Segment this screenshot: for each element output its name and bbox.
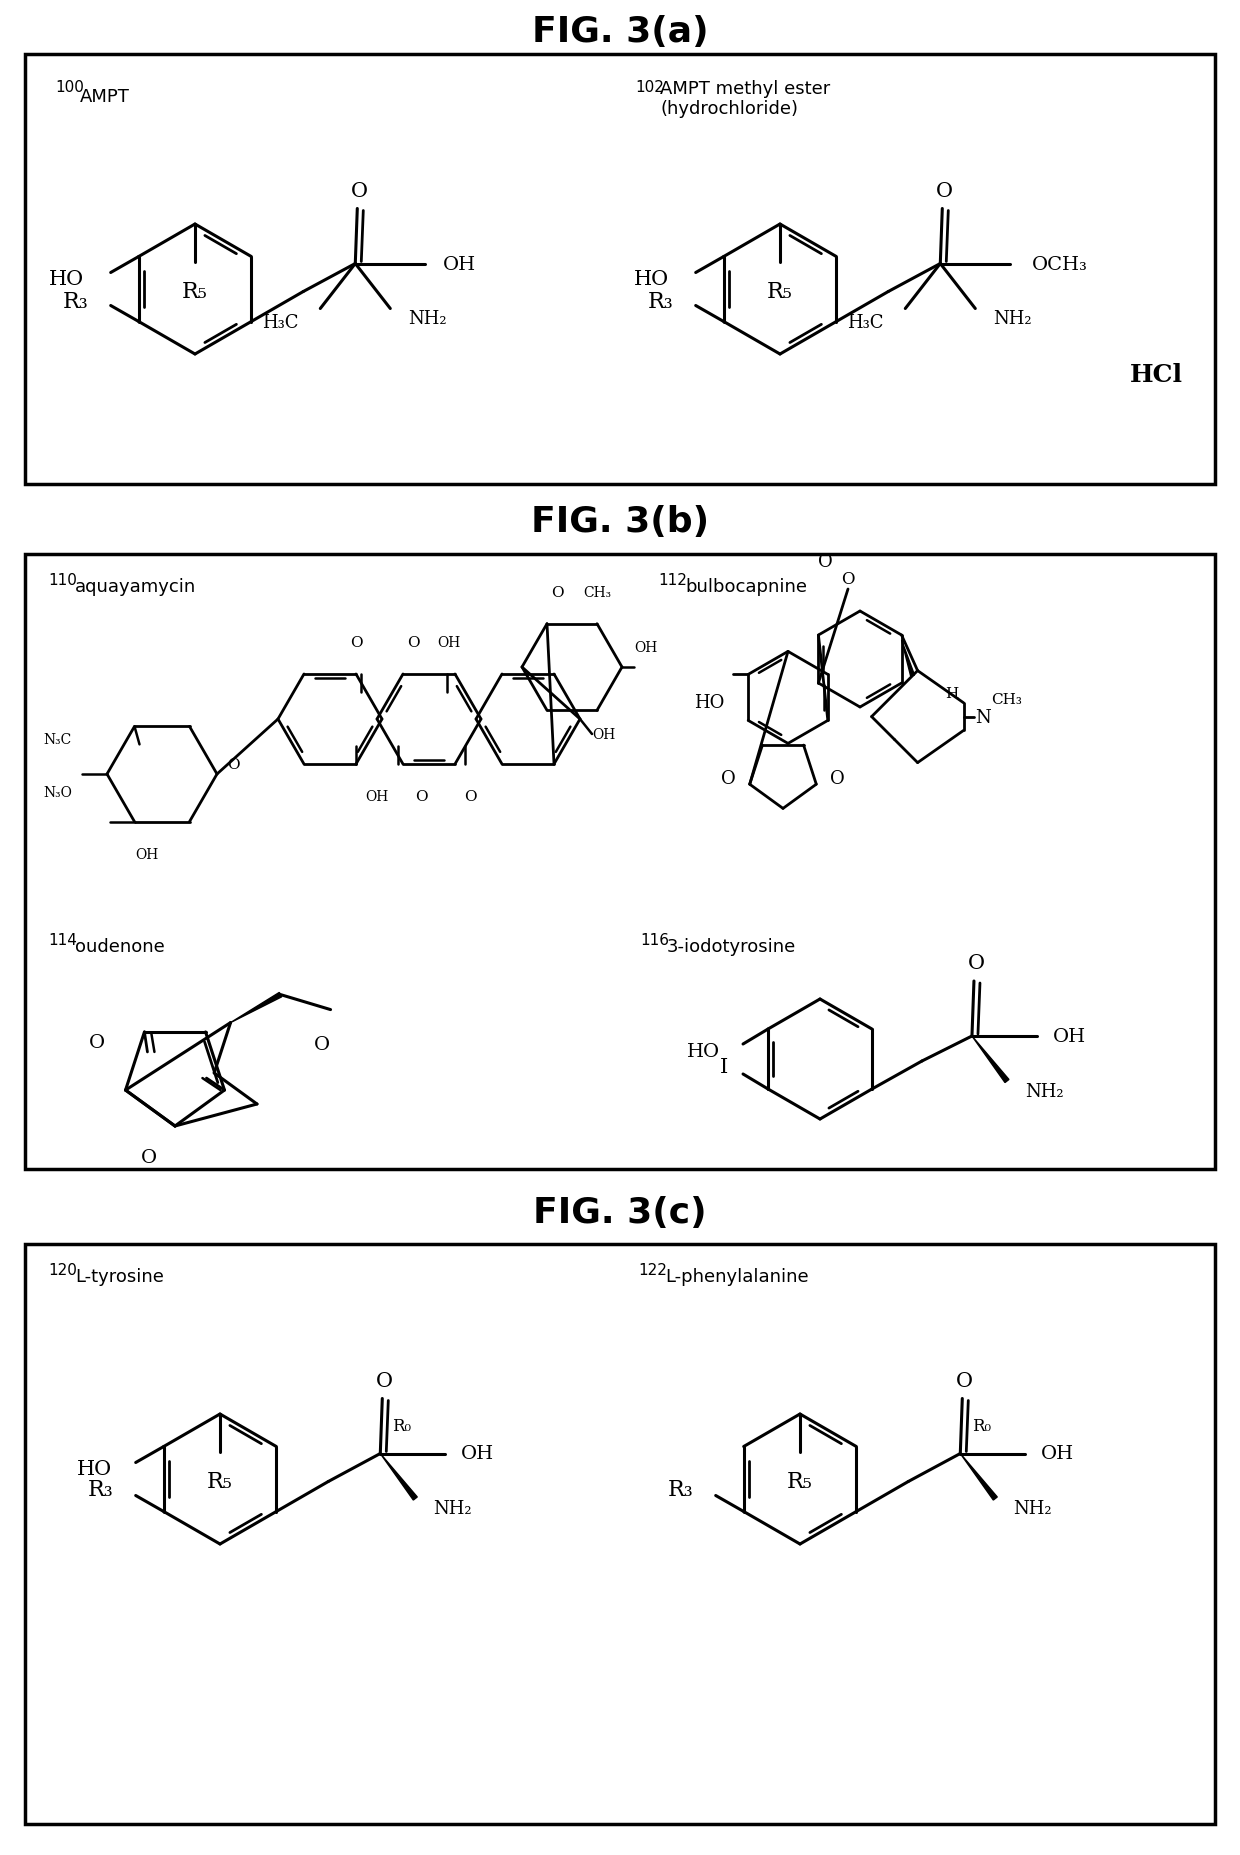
Text: 116: 116 — [640, 933, 670, 948]
Text: O: O — [830, 770, 844, 788]
Text: HCl: HCl — [1130, 364, 1183, 388]
Text: NH₂: NH₂ — [1013, 1499, 1052, 1517]
Text: R₃: R₃ — [63, 291, 89, 313]
Text: OH: OH — [135, 848, 159, 861]
Text: 112: 112 — [658, 573, 687, 588]
Bar — [25, 56, 1215, 484]
Polygon shape — [901, 640, 915, 677]
Text: HO: HO — [77, 1460, 112, 1478]
Text: O: O — [376, 1371, 393, 1389]
Text: R₃: R₃ — [668, 1478, 693, 1501]
Text: (hydrochloride): (hydrochloride) — [660, 100, 799, 119]
Text: OH: OH — [438, 636, 460, 649]
Text: L-tyrosine: L-tyrosine — [74, 1267, 164, 1286]
Text: OH: OH — [443, 256, 476, 273]
Text: OH: OH — [591, 727, 615, 742]
Text: OH: OH — [1042, 1445, 1074, 1464]
Text: HO: HO — [634, 269, 668, 289]
Text: O: O — [464, 790, 477, 803]
Text: N₃C: N₃C — [43, 733, 72, 746]
Text: 120: 120 — [48, 1261, 77, 1278]
Text: HO: HO — [687, 1043, 720, 1061]
Text: OH: OH — [366, 790, 388, 803]
Text: O: O — [841, 571, 854, 588]
Text: O: O — [314, 1035, 330, 1054]
Text: H₃C: H₃C — [262, 313, 299, 332]
Text: O: O — [407, 636, 419, 649]
Text: O: O — [551, 586, 563, 599]
Text: OCH₃: OCH₃ — [1032, 256, 1089, 273]
Text: HO: HO — [48, 269, 84, 289]
Text: 102: 102 — [635, 80, 663, 95]
Text: O: O — [967, 953, 985, 974]
Text: H: H — [946, 686, 959, 701]
Text: NH₂: NH₂ — [993, 310, 1032, 328]
Polygon shape — [231, 992, 281, 1024]
Text: FIG. 3(a): FIG. 3(a) — [532, 15, 708, 48]
Text: bulbocapnine: bulbocapnine — [684, 577, 807, 595]
Text: O: O — [350, 636, 362, 649]
Bar — [25, 555, 1215, 1169]
Text: R₃: R₃ — [88, 1478, 114, 1501]
Text: 110: 110 — [48, 573, 77, 588]
Text: aquayamycin: aquayamycin — [74, 577, 196, 595]
Text: OH: OH — [461, 1445, 495, 1464]
Text: R₃: R₃ — [649, 291, 673, 313]
Text: 122: 122 — [639, 1261, 667, 1278]
Polygon shape — [960, 1454, 997, 1501]
Text: AMPT: AMPT — [81, 87, 130, 106]
Text: R₀: R₀ — [972, 1417, 991, 1434]
Text: I: I — [719, 1057, 728, 1078]
Text: 100: 100 — [55, 80, 84, 95]
Text: O: O — [141, 1148, 157, 1167]
Text: O: O — [227, 757, 239, 772]
Text: 3-iodotyrosine: 3-iodotyrosine — [667, 937, 796, 955]
Polygon shape — [972, 1037, 1009, 1083]
Bar — [25, 1245, 1215, 1823]
Text: FIG. 3(c): FIG. 3(c) — [533, 1195, 707, 1230]
Text: R₅: R₅ — [768, 280, 792, 302]
Text: HO: HO — [693, 694, 724, 712]
Text: AMPT methyl ester: AMPT methyl ester — [660, 80, 831, 98]
Text: CH₃: CH₃ — [992, 692, 1023, 707]
Text: R₅: R₅ — [207, 1471, 233, 1491]
Text: NH₂: NH₂ — [408, 310, 446, 328]
Text: H₃C: H₃C — [847, 313, 883, 332]
Text: L-phenylalanine: L-phenylalanine — [665, 1267, 808, 1286]
Text: NH₂: NH₂ — [433, 1499, 472, 1517]
Text: OH: OH — [634, 640, 657, 655]
Text: N₃O: N₃O — [43, 785, 72, 800]
Text: R₅: R₅ — [182, 280, 208, 302]
Text: OH: OH — [1053, 1028, 1086, 1046]
Text: O: O — [817, 553, 832, 571]
Text: N: N — [976, 709, 991, 725]
Text: R₅: R₅ — [787, 1471, 813, 1491]
Text: oudenone: oudenone — [74, 937, 165, 955]
Text: FIG. 3(b): FIG. 3(b) — [531, 505, 709, 538]
Text: O: O — [722, 770, 737, 788]
Text: NH₂: NH₂ — [1025, 1083, 1064, 1100]
Text: O: O — [956, 1371, 973, 1389]
Text: O: O — [414, 790, 428, 803]
Polygon shape — [381, 1454, 418, 1501]
Text: CH₃: CH₃ — [583, 586, 611, 599]
Text: O: O — [936, 182, 952, 200]
Text: O: O — [351, 182, 368, 200]
Text: 114: 114 — [48, 933, 77, 948]
Text: O: O — [89, 1033, 105, 1052]
Text: R₀: R₀ — [392, 1417, 412, 1434]
